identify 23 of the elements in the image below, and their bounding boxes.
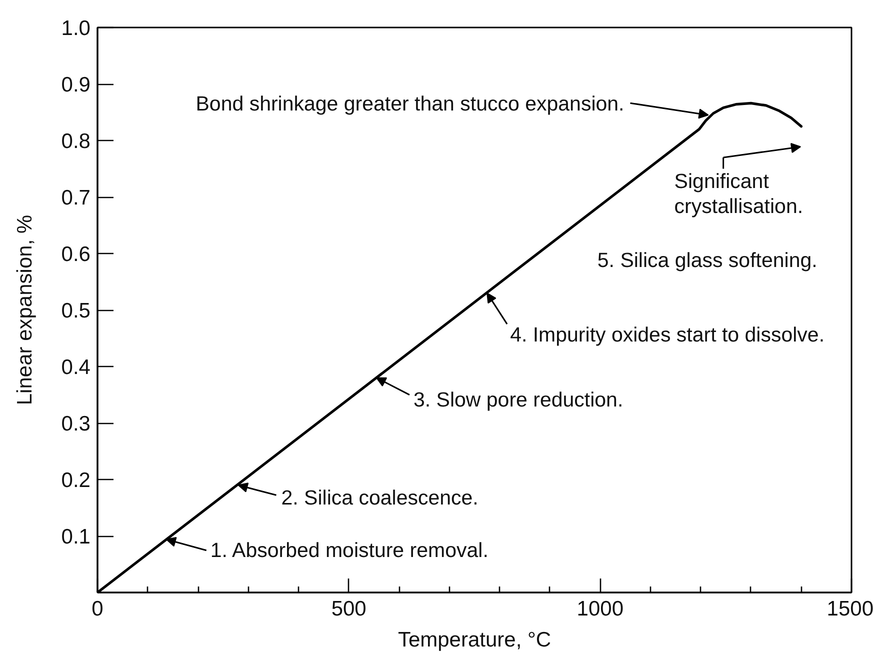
y-tick-label: 0.1 [61, 526, 91, 548]
y-tick-label: 0.2 [61, 469, 91, 492]
y-axis-title: Linear expansion, % [13, 214, 36, 406]
annotation: Bond shrinkage greater than stucco expansion. [196, 92, 624, 116]
annotation: 1. Absorbed moisture removal. [210, 538, 488, 562]
y-tick-label: 0.8 [61, 130, 91, 153]
annotation: 3. Slow pore reduction. [413, 388, 624, 412]
y-tick-label: 0.7 [61, 186, 91, 210]
y-tick-label: 0.6 [61, 243, 91, 266]
annotation: 2. Silica coalescence. [281, 486, 478, 510]
x-tick-label: 500 [331, 598, 366, 620]
y-tick-label: 1.0 [61, 17, 91, 40]
x-tick-label: 1000 [576, 598, 624, 620]
x-tick-label: 0 [92, 598, 104, 620]
y-tick-label: 0.4 [61, 356, 91, 379]
annotation: Significant crystallisation. [674, 170, 804, 218]
annotation: 4. Impurity oxides start to dissolve. [510, 324, 825, 347]
x-tick-label: 1500 [826, 598, 873, 620]
y-tick-label: 0.9 [61, 74, 91, 96]
x-axis-title: Temperature, °C [398, 628, 552, 652]
y-tick-label: 0.3 [61, 412, 91, 436]
annotation: 5. Silica glass softening. [597, 248, 818, 272]
y-tick-label: 0.5 [61, 300, 91, 322]
